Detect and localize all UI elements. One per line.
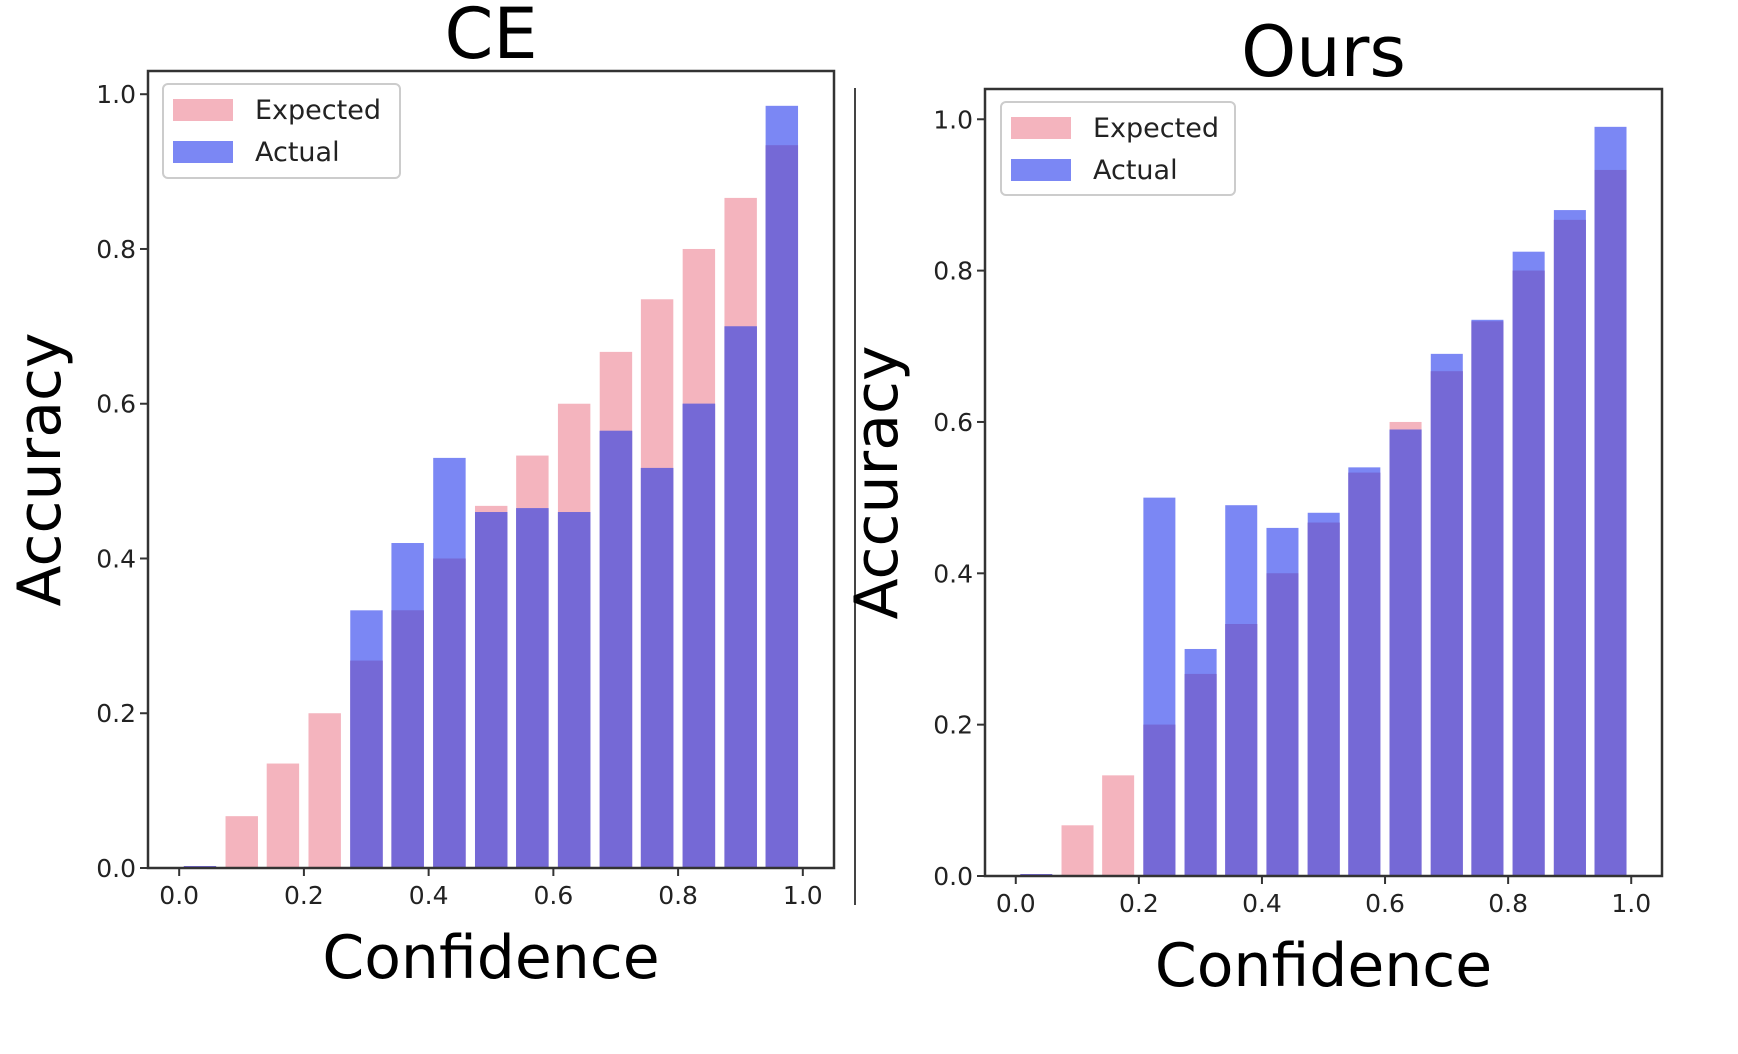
- x-tick-label: 0.8: [1488, 889, 1528, 918]
- axes-frame: [983, 87, 1664, 878]
- overlap-bar: [1225, 624, 1258, 876]
- legend-label-actual: Actual: [255, 137, 340, 168]
- overlap-bar: [350, 660, 383, 868]
- overlap-bar: [640, 467, 674, 868]
- x-tick-label: 0.0: [996, 889, 1036, 918]
- x-tick-label: 0.6: [533, 881, 573, 910]
- x-tick-label: 0.6: [1365, 889, 1405, 918]
- overlap-bar: [765, 145, 799, 868]
- x-tick-label: 0.2: [284, 881, 324, 910]
- x-tick-label: 0.4: [409, 881, 449, 910]
- y-tick-label: 0.4: [96, 544, 136, 573]
- legend-label-actual: Actual: [1093, 155, 1178, 186]
- axes-frame: [146, 69, 836, 870]
- overlap-bar: [1348, 472, 1381, 876]
- y-tick-label: 0.2: [96, 699, 136, 728]
- legend-swatch-actual: [1011, 159, 1071, 181]
- chart-panel-ce: CE 0.0 0.2 0.4 0.6 0.8 1.0 0.0 0.2 0.4 0.6 0.8 1.0 Co…: [5, 0, 836, 993]
- overlap-bar: [599, 430, 633, 868]
- y-tick-label: 0.8: [933, 257, 973, 286]
- y-tick-label: 0.4: [933, 559, 973, 588]
- overlap-bar: [682, 403, 716, 868]
- expected-bar: [225, 816, 258, 868]
- chart-title: CE: [444, 0, 537, 75]
- y-tick-label: 0.0: [933, 862, 973, 891]
- x-tick-label: 1.0: [783, 881, 823, 910]
- overlap-bar: [1553, 219, 1586, 876]
- x-axis-label: Confidence: [322, 923, 659, 993]
- y-tick-label: 0.8: [96, 235, 136, 264]
- y-axis-label: Accuracy: [842, 346, 912, 620]
- chart-title: Ours: [1241, 11, 1406, 93]
- chart-panel-ours: Ours 0.0 0.2 0.4 0.6 0.8 1.0 0.0 0.2 0.4 0.6 0.8 1.0…: [842, 11, 1664, 1001]
- y-tick-label: 0.0: [96, 854, 136, 883]
- y-tick-label: 1.0: [96, 80, 136, 109]
- x-tick-label: 0.8: [658, 881, 698, 910]
- overlap-bar: [391, 610, 424, 868]
- legend-swatch-expected: [1011, 117, 1071, 139]
- overlap-bar: [1307, 522, 1340, 876]
- legend-swatch-expected: [173, 99, 233, 121]
- overlap-bar: [1143, 724, 1176, 876]
- expected-bar: [1061, 825, 1094, 876]
- overlap-bar: [1594, 169, 1627, 876]
- y-tick-label: 0.2: [933, 711, 973, 740]
- overlap-bar: [1266, 573, 1299, 876]
- overlap-bar: [433, 558, 466, 868]
- overlap-bar: [474, 512, 508, 868]
- overlap-bar: [1512, 270, 1545, 877]
- expected-bar: [266, 763, 300, 868]
- overlap-bar: [1389, 429, 1422, 876]
- legend-swatch-actual: [173, 141, 233, 163]
- expected-bar: [1102, 775, 1135, 876]
- y-axis-label: Accuracy: [5, 333, 75, 607]
- overlap-bar: [1184, 673, 1217, 876]
- legend-label-expected: Expected: [255, 95, 381, 126]
- overlap-bar: [1471, 321, 1504, 876]
- x-tick-label: 1.0: [1611, 889, 1651, 918]
- x-tick-label: 0.2: [1119, 889, 1159, 918]
- expected-bar: [308, 713, 341, 868]
- y-tick-label: 1.0: [933, 105, 973, 134]
- overlap-bar: [557, 512, 591, 868]
- x-tick-label: 0.4: [1242, 889, 1282, 918]
- x-tick-label: 0.0: [159, 881, 199, 910]
- overlap-bar: [516, 508, 549, 868]
- x-axis-label: Confidence: [1155, 931, 1492, 1001]
- overlap-bar: [1430, 371, 1463, 876]
- y-tick-label: 0.6: [933, 408, 973, 437]
- overlap-bar: [724, 326, 757, 869]
- legend-label-expected: Expected: [1093, 113, 1219, 144]
- y-tick-label: 0.6: [96, 390, 136, 419]
